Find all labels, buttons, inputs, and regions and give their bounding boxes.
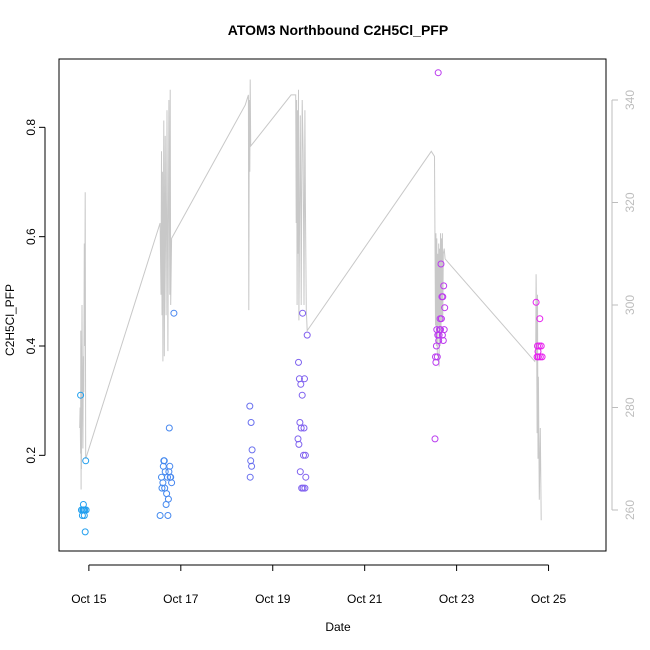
data-point	[246, 402, 254, 410]
data-point	[168, 479, 176, 487]
data-point	[431, 435, 439, 443]
plot-frame	[58, 58, 607, 552]
data-point	[298, 391, 306, 399]
x-tick-label: Oct 23	[439, 592, 475, 606]
data-point	[164, 512, 172, 519]
data-point	[437, 260, 445, 268]
data-point	[301, 375, 308, 383]
data-point	[433, 353, 441, 361]
data-point	[536, 315, 544, 323]
y2-tick-label: 260	[623, 500, 637, 520]
data-point	[295, 440, 303, 448]
data-point	[299, 309, 307, 317]
data-point	[440, 326, 448, 334]
data-point	[295, 358, 302, 366]
data-point	[81, 528, 89, 536]
data-point	[296, 468, 304, 476]
data-point	[439, 337, 447, 344]
data-point	[300, 424, 308, 432]
data-point	[170, 309, 178, 317]
y2-tick-label: 300	[623, 295, 637, 315]
y2-tick-label: 320	[623, 192, 637, 212]
data-point	[301, 484, 309, 492]
plot-area: Oct 15 Oct 17 Oct 19 Oct 21 Oct 23 Oct 25 0.2 0…	[24, 58, 637, 606]
data-point	[82, 506, 90, 514]
x-tick-label: Oct 19	[255, 592, 291, 606]
data-point	[166, 462, 174, 470]
data-point	[535, 342, 543, 350]
data-point	[439, 293, 447, 301]
data-point	[164, 495, 172, 503]
data-point	[156, 512, 164, 519]
data-point	[534, 353, 542, 361]
y2-tick-label: 280	[623, 397, 637, 417]
data-point	[537, 342, 545, 350]
data-point	[248, 446, 256, 454]
data-point	[247, 457, 255, 465]
x-tick-label: Oct 25	[531, 592, 567, 606]
x-tick-label: Oct 17	[163, 592, 199, 606]
data-point	[82, 457, 90, 465]
data-point	[247, 419, 255, 426]
data-point	[297, 380, 305, 388]
x-tick-label: Oct 15	[71, 592, 107, 606]
data-point	[297, 424, 305, 432]
altitude-line	[79, 79, 542, 521]
data-point	[303, 331, 311, 339]
x-tick-label: Oct 21	[347, 592, 383, 606]
data-point	[300, 451, 307, 459]
data-point	[294, 435, 302, 443]
y-tick-label: 0.2	[24, 447, 38, 464]
y-tick-label: 0.6	[24, 228, 38, 245]
data-point	[77, 391, 85, 399]
data-point	[248, 462, 256, 470]
data-point	[160, 457, 168, 465]
data-point	[301, 451, 309, 459]
data-point	[440, 282, 448, 290]
data-point	[532, 298, 540, 306]
y2-tick-label: 340	[623, 90, 637, 110]
data-point	[246, 473, 254, 481]
data-point	[538, 353, 546, 361]
data-point	[437, 315, 445, 323]
data-point	[441, 304, 449, 312]
y-tick-label: 0.4	[24, 337, 38, 354]
data-point	[165, 424, 173, 432]
data-point	[435, 337, 443, 344]
y-tick-label: 0.8	[24, 119, 38, 136]
chart-title: ATOM3 Northbound C2H5Cl_PFP	[228, 22, 448, 38]
x-axis-label: Date	[325, 620, 351, 634]
y-axis-label: C2H5Cl_PFP	[3, 284, 17, 356]
data-point	[302, 473, 310, 481]
data-point	[434, 69, 442, 77]
